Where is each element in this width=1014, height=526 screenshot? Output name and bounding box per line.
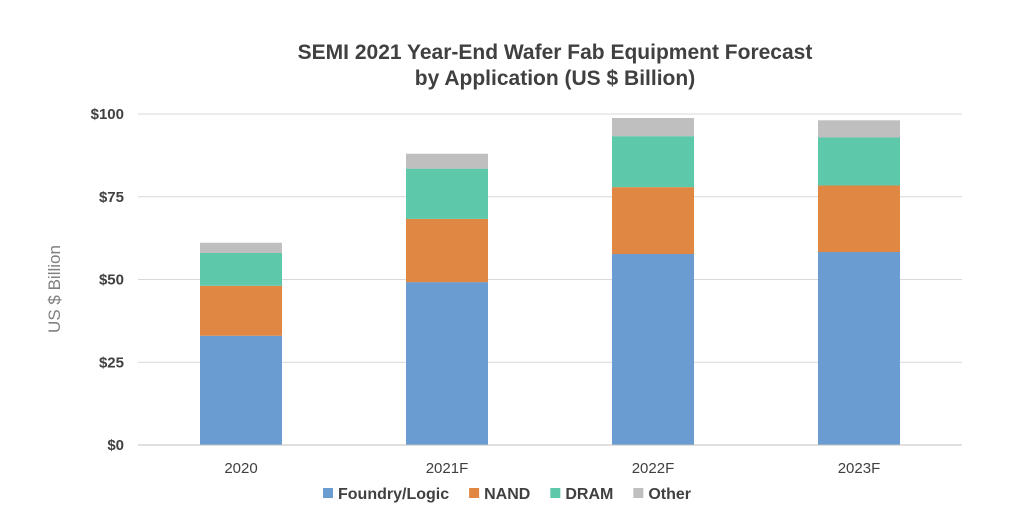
legend-label-nand: NAND xyxy=(484,486,530,503)
legend-swatch-nand xyxy=(469,488,480,498)
legend-swatch-foundry-logic xyxy=(323,488,333,498)
y-axis-label: US $ Billion xyxy=(45,245,64,333)
bar-segment-other xyxy=(200,242,282,254)
bar-segment-dram xyxy=(612,136,694,188)
legend-swatch-other xyxy=(633,488,644,498)
y-tick-label: $50 xyxy=(99,272,124,289)
y-tick-label: $0 xyxy=(107,437,124,454)
bar-segment-nand xyxy=(200,285,282,336)
bar-segment-other xyxy=(612,117,694,137)
chart-title: SEMI 2021 Year-End Wafer Fab Equipment F… xyxy=(0,40,1014,92)
bar-segment-nand xyxy=(406,218,488,283)
bar-segment-other xyxy=(406,153,488,169)
legend: Foundry/Logic NAND DRAM Other xyxy=(323,486,691,503)
bar-segment-dram xyxy=(406,168,488,219)
y-tick-label: $100 xyxy=(91,106,124,123)
legend-swatch-dram xyxy=(550,488,561,498)
legend-label-foundry-logic: Foundry/Logic xyxy=(338,486,449,503)
bars xyxy=(200,117,900,445)
bar-segment-nand xyxy=(818,185,900,253)
x-tick-label: 2021F xyxy=(426,460,469,477)
legend-label-dram: DRAM xyxy=(565,486,613,503)
bar-segment-foundry-logic xyxy=(818,252,900,445)
bar-segment-nand xyxy=(612,187,694,255)
x-tick-label: 2023F xyxy=(838,460,881,477)
bar-segment-other xyxy=(818,120,900,138)
bar-segment-foundry-logic xyxy=(200,335,282,445)
bar-segment-foundry-logic xyxy=(612,254,694,445)
chart-title-line-1: SEMI 2021 Year-End Wafer Fab Equipment F… xyxy=(297,41,813,64)
y-tick-label: $75 xyxy=(99,189,124,206)
y-tick-label: $25 xyxy=(99,354,124,371)
bar-segment-dram xyxy=(818,137,900,186)
x-tick-label: 2022F xyxy=(632,460,675,477)
axes: $0 $25 $50 $75 $100 2020 2021F 2022F 2023F xyxy=(91,106,962,477)
bar-segment-dram xyxy=(200,253,282,286)
chart-title-line-2: by Application (US $ Billion) xyxy=(414,67,696,90)
legend-label-other: Other xyxy=(648,486,691,503)
x-tick-label: 2020 xyxy=(224,460,257,477)
bar-segment-foundry-logic xyxy=(406,282,488,445)
